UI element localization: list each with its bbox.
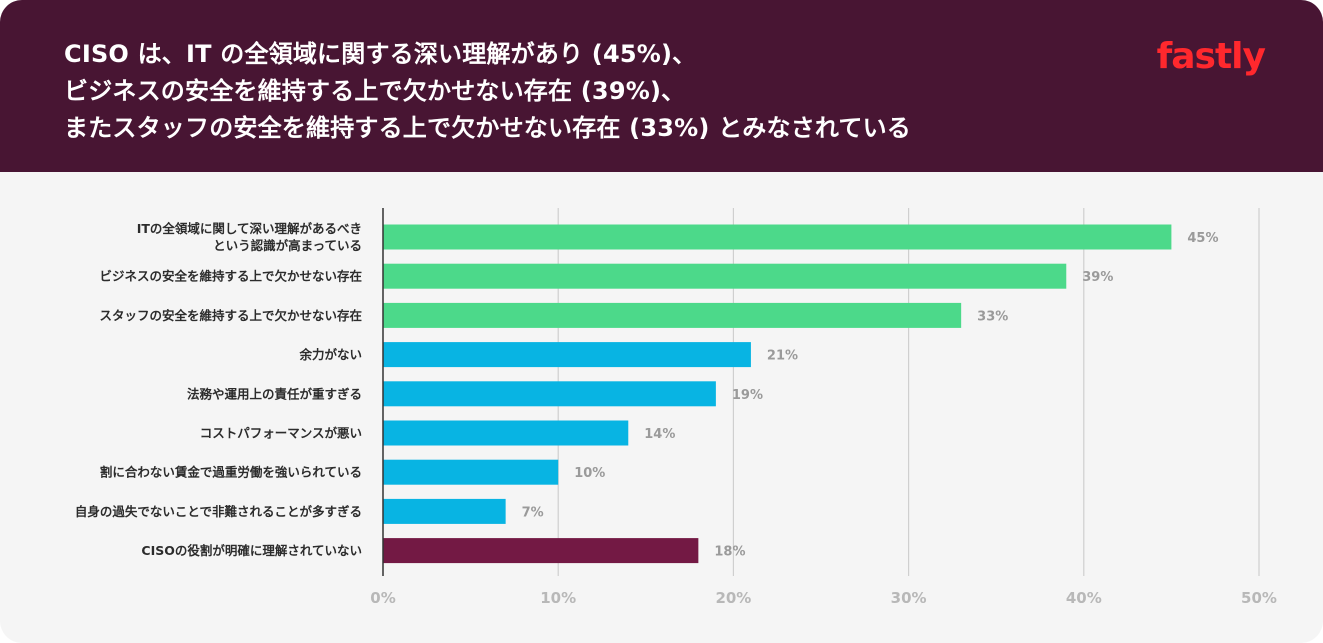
category-label: 法務や運用上の責任が重すぎる [187, 386, 362, 401]
bar [383, 263, 1067, 289]
category-label: 自身の過失でないことで非難されることが多すぎる [75, 504, 362, 519]
value-label: 10% [574, 466, 605, 481]
value-label: 18% [714, 545, 745, 560]
headline: CISO は、IT の全領域に関する深い理解があり (45%)、 ビジネスの安全… [64, 36, 1124, 147]
bar [383, 538, 699, 564]
category-label: 割に合わない賃金で過重労働を強いられている [100, 465, 362, 480]
header-banner: CISO は、IT の全領域に関する深い理解があり (45%)、 ビジネスの安全… [0, 0, 1323, 172]
x-tick-label: 50% [1241, 589, 1277, 607]
bar-chart: 0% 10% 20% 30% 40% 50% 45% ITの全領域に関して深い理解があるべきと… [75, 208, 1277, 607]
value-label: 21% [767, 349, 798, 364]
value-label: 7% [522, 505, 544, 520]
bar [383, 302, 962, 328]
value-label: 33% [977, 309, 1008, 324]
category-label: ITの全領域に関して深い理解があるべき [137, 221, 362, 236]
bar [383, 381, 716, 407]
category-label: という認識が高まっている [213, 238, 362, 253]
bar [383, 342, 751, 368]
fastly-logo: fastly [1156, 36, 1266, 77]
value-label: 14% [644, 427, 675, 442]
bar [383, 459, 559, 485]
bar [383, 420, 629, 446]
x-tick-label: 0% [370, 589, 395, 607]
bar [383, 224, 1172, 250]
headline-line-2: ビジネスの安全を維持する上で欠かせない存在 (39%)、 [64, 77, 686, 105]
x-tick-label: 10% [540, 589, 576, 607]
bar [383, 498, 506, 524]
category-label: 余力がない [298, 347, 362, 362]
x-tick-label: 30% [891, 589, 927, 607]
category-label: ビジネスの安全を維持する上で欠かせない存在 [99, 269, 362, 284]
value-label: 19% [732, 388, 763, 403]
x-tick-label: 40% [1066, 589, 1102, 607]
category-label: スタッフの安全を維持する上で欠かせない存在 [99, 308, 362, 323]
value-label: 45% [1187, 231, 1218, 246]
value-label: 39% [1082, 270, 1113, 285]
category-label: コストパフォーマンスが悪い [200, 426, 362, 441]
headline-line-3: またスタッフの安全を維持する上で欠かせない存在 (33%) とみなされている [64, 114, 911, 142]
category-label: CISOの役割が明確に理解されていない [141, 543, 362, 558]
headline-line-1: CISO は、IT の全領域に関する深い理解があり (45%)、 [64, 40, 697, 68]
x-tick-label: 20% [715, 589, 751, 607]
